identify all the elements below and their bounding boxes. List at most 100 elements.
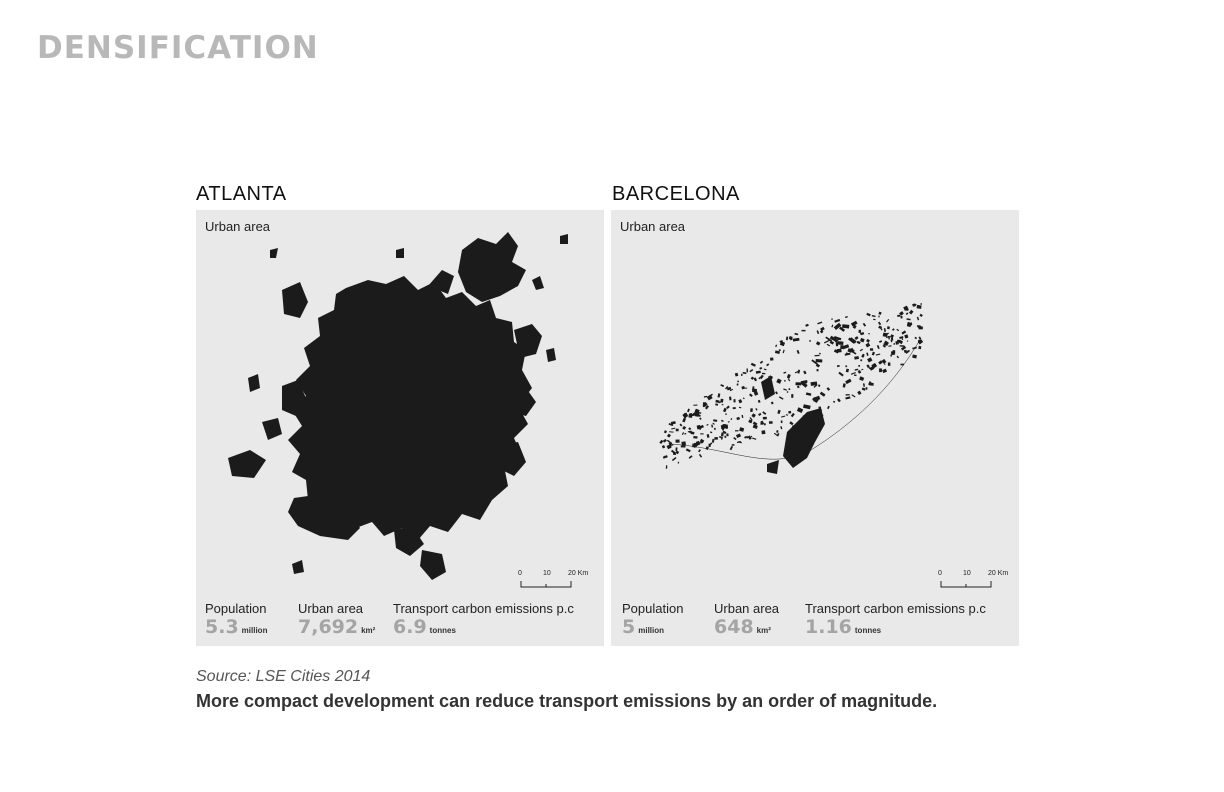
urban-area-shape xyxy=(248,374,260,392)
urban-area-shape xyxy=(741,373,743,376)
urban-area-shape xyxy=(878,360,883,365)
urban-area-shape xyxy=(738,406,742,409)
urban-area-shape xyxy=(819,409,823,413)
urban-area-shape xyxy=(878,315,880,318)
urban-area-shape xyxy=(748,419,753,424)
urban-area-shape xyxy=(698,453,703,458)
urban-area-shape xyxy=(669,445,672,449)
urban-area-shape xyxy=(699,424,704,429)
urban-area-shape xyxy=(693,404,698,406)
urban-area-shape xyxy=(779,341,786,347)
urban-area-shape xyxy=(906,318,911,321)
urban-area-shape xyxy=(865,387,868,390)
urban-area-shape xyxy=(262,418,282,440)
scale-bar: 0 10 20 Km xyxy=(938,570,1038,592)
urban-area-shape xyxy=(733,436,737,441)
urban-area-shape xyxy=(292,560,304,574)
urban-area-shape xyxy=(859,332,865,336)
urban-area-shape xyxy=(675,447,678,452)
urban-area-shape xyxy=(720,432,724,437)
urban-area-shape xyxy=(722,424,726,428)
urban-area-shape xyxy=(878,311,882,315)
stat-unit: tonnes xyxy=(429,626,456,635)
urban-area-shape xyxy=(856,340,861,345)
urban-area-shape xyxy=(665,465,668,469)
urban-area-shape xyxy=(722,430,727,435)
urban-area-shape xyxy=(867,366,871,370)
urban-area-shape xyxy=(752,421,758,426)
urban-area-shape xyxy=(884,340,889,346)
urban-area-shape xyxy=(747,435,752,440)
urban-area-shape xyxy=(763,423,766,426)
urban-area-shape xyxy=(496,442,526,476)
urban-area-shape xyxy=(802,415,806,419)
urban-area-shape xyxy=(736,440,741,444)
urban-area-shape xyxy=(708,393,713,398)
urban-area-shape xyxy=(916,304,922,309)
urban-area-shape xyxy=(896,328,900,332)
urban-area-shape xyxy=(906,323,912,328)
urban-area-shape xyxy=(833,322,842,331)
urban-area-shape xyxy=(888,345,892,347)
urban-area-shape xyxy=(901,330,907,335)
urban-area-shape xyxy=(859,376,865,381)
urban-area-shape xyxy=(671,456,677,462)
urban-area-shape xyxy=(749,368,754,373)
urban-area-shape xyxy=(734,372,739,377)
caption: More compact development can reduce tran… xyxy=(196,691,938,711)
urban-area-shape xyxy=(768,375,774,380)
urban-area-shape xyxy=(762,411,767,415)
urban-area-shape xyxy=(783,371,787,374)
urban-area-shape xyxy=(883,363,886,365)
urban-area-shape xyxy=(726,405,730,409)
urban-area-shape xyxy=(836,364,840,368)
urban-area-shape xyxy=(770,401,774,405)
urban-area-shape xyxy=(882,344,886,348)
urban-area-shape xyxy=(282,380,306,416)
urban-area-shape xyxy=(866,352,869,356)
map-panel-barcelona: Urban area 0 10 20 Km Population 5 millio… xyxy=(611,210,1019,646)
urban-area-shape xyxy=(458,232,526,302)
urban-area-shape xyxy=(730,418,733,421)
urban-area-shape xyxy=(666,439,671,443)
urban-area-shape xyxy=(671,427,676,430)
urban-area-shape xyxy=(842,344,850,350)
urban-area-shape xyxy=(288,494,360,540)
urban-area-shape xyxy=(796,407,804,414)
urban-area-shape xyxy=(893,343,896,345)
urban-area-shape xyxy=(751,413,756,418)
urban-area-shape xyxy=(714,437,718,440)
urban-area-shape xyxy=(726,433,729,437)
urban-area-shape xyxy=(738,399,743,404)
urban-area-shape xyxy=(757,399,761,403)
urban-area-shape xyxy=(783,408,825,468)
urban-area-shape xyxy=(700,441,703,444)
stat-value: 6.9 xyxy=(393,616,427,638)
urban-area-shape xyxy=(854,356,859,360)
urban-area-shape xyxy=(896,355,899,359)
urban-area-shape xyxy=(785,336,789,341)
urban-area-shape xyxy=(753,391,759,396)
urban-area-shape xyxy=(659,439,664,444)
stat-urban-area: Urban area 648 km² xyxy=(714,601,779,638)
urban-area-shape xyxy=(677,461,680,464)
urban-area-shape xyxy=(832,400,836,403)
stat-unit: million xyxy=(241,626,268,635)
urban-area-shape xyxy=(687,408,690,413)
urban-area-shape xyxy=(914,336,918,340)
urban-area-shape xyxy=(790,412,795,418)
urban-area-shape xyxy=(789,421,794,426)
urban-area-shape xyxy=(420,550,446,580)
urban-area-shape xyxy=(718,400,723,404)
urban-area-shape xyxy=(896,339,902,342)
urban-area-shape xyxy=(900,315,903,319)
urban-area-shape xyxy=(814,354,820,357)
urban-area-shape xyxy=(780,420,783,424)
urban-area-shape xyxy=(270,248,278,258)
urban-area-shape xyxy=(897,314,901,317)
urban-area-shape xyxy=(825,336,833,342)
urban-area-shape xyxy=(866,338,871,343)
urban-area-shape xyxy=(869,382,874,386)
urban-area-shape xyxy=(675,428,679,432)
urban-area-shape xyxy=(709,431,713,434)
